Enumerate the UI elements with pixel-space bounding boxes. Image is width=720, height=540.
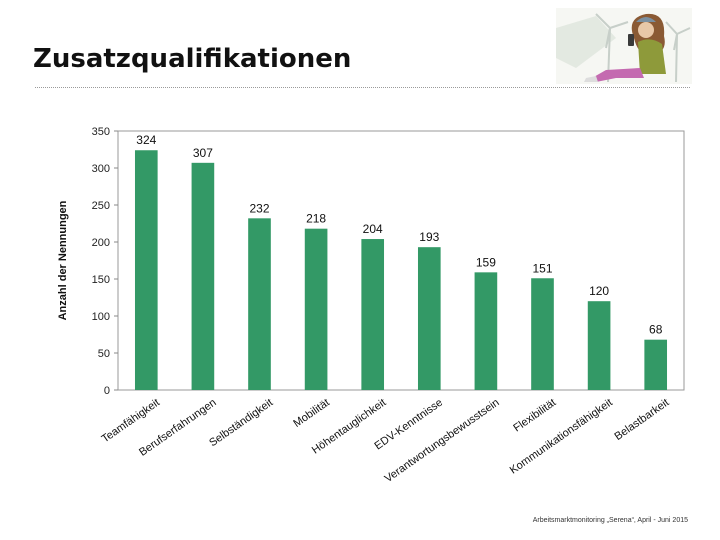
plot-frame: [117, 130, 685, 391]
y-tick-label: 50: [98, 348, 110, 360]
data-labels: 324 307 232 218 204 193 159 151 120 68: [136, 133, 662, 336]
footer-source: Arbeitsmarktmonitoring „Serena“, April -…: [532, 517, 688, 524]
y-tick-label: 250: [92, 200, 110, 212]
y-tick-label: 0: [104, 385, 110, 397]
data-label: 193: [419, 230, 439, 244]
category-label: Selbständigkeit: [207, 397, 275, 450]
y-tick-label: 100: [92, 311, 110, 323]
bar: [531, 278, 554, 390]
bar: [474, 272, 498, 390]
bar: [587, 301, 611, 390]
bar: [417, 247, 441, 390]
bar: [361, 239, 385, 390]
category-labels: TeamfähigkeitBerufserfahrungenSelbständi…: [100, 397, 672, 485]
bar: [248, 218, 271, 390]
page-title: Zusatzqualifikationen: [33, 44, 352, 74]
title-divider: [35, 87, 690, 88]
category-label: Kommunikationsfähigkeit: [508, 397, 615, 477]
y-tick-label: 200: [92, 237, 110, 249]
category-label: Verantwortungsbewusstsein: [383, 397, 502, 485]
data-label: 204: [363, 222, 383, 236]
person-with-phone-illustration-icon: [556, 8, 692, 84]
category-label: Mobilität: [291, 397, 331, 430]
category-label: Belastbarkeit: [612, 397, 671, 443]
bar: [644, 339, 668, 390]
y-tick-label: 300: [92, 163, 110, 175]
y-ticks: 0 50 100 150 200 250 300 350: [92, 126, 118, 397]
data-label: 324: [136, 133, 156, 147]
y-tick-label: 350: [92, 126, 110, 138]
data-label: 232: [249, 201, 269, 215]
bar: [191, 162, 215, 390]
data-label: 307: [193, 146, 213, 160]
category-label: Flexibilität: [511, 397, 558, 435]
data-label: 68: [649, 323, 663, 337]
data-label: 120: [589, 284, 609, 298]
bar: [304, 228, 328, 390]
bars: [134, 150, 668, 390]
y-tick-label: 150: [92, 274, 110, 286]
data-label: 151: [532, 261, 552, 275]
bar: [134, 150, 158, 390]
data-label: 159: [476, 255, 496, 269]
data-label: 218: [306, 212, 326, 226]
y-axis-label: Anzahl der Nennungen: [57, 200, 69, 320]
